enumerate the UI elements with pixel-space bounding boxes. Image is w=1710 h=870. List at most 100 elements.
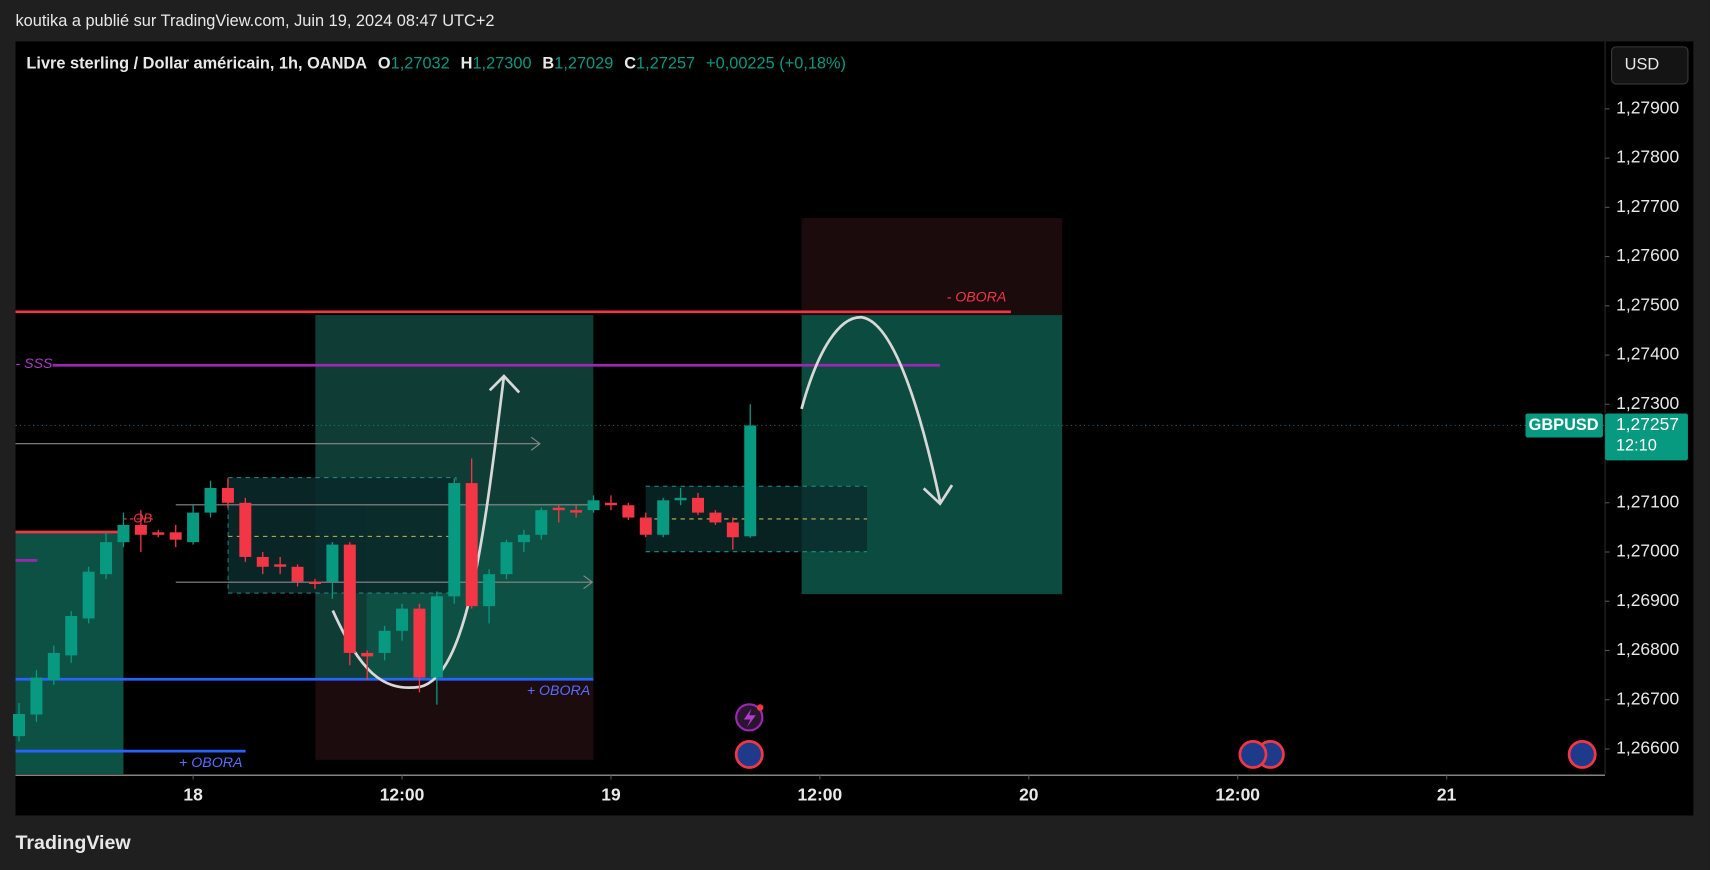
y-tick-label: 1,27100 [1616, 491, 1679, 511]
zone [227, 476, 457, 594]
currency-label[interactable]: USD [1625, 56, 1660, 74]
y-tick-label: 1,27400 [1616, 344, 1679, 364]
ohlc-value: 1,27032 [391, 55, 450, 73]
ohlc-key: B [542, 55, 554, 73]
y-tick-label: 1,27600 [1616, 245, 1679, 265]
zone [645, 486, 867, 552]
price-tag-label: 1,27257 [1616, 414, 1679, 434]
candle-body [47, 652, 60, 681]
symbol-tag-label: GBPUSD [1529, 416, 1599, 434]
candle-body [256, 556, 269, 567]
candle-body [343, 544, 356, 653]
candle-body [274, 564, 287, 567]
candle-body [483, 574, 496, 607]
candle-body [100, 542, 113, 575]
candle-body [622, 505, 635, 518]
ohlc-value: 1,27300 [472, 55, 531, 73]
candle-body [430, 596, 443, 678]
currency-button[interactable] [1611, 46, 1689, 85]
candle-body [570, 510, 583, 513]
candle-body [517, 534, 530, 543]
candle-body [221, 487, 234, 503]
symbol: Livre sterling / Dollar américain, 1h, O… [26, 55, 367, 73]
candle-body [587, 500, 600, 511]
zone [315, 678, 594, 760]
candle-body [465, 483, 478, 607]
candle-body [239, 502, 252, 557]
event-icon[interactable] [1238, 739, 1268, 769]
annotation: + OBORA [527, 683, 590, 699]
candle-body [604, 502, 617, 506]
event-dot [756, 704, 764, 711]
candle-body [204, 487, 217, 513]
event-icon-glyph [743, 708, 756, 728]
candle-body [396, 608, 409, 631]
ohlc-value: 1,27029 [554, 55, 613, 73]
y-tick-label: 1,27700 [1616, 196, 1679, 216]
candle-body [326, 544, 339, 582]
candle-body [169, 532, 182, 540]
candle-body [657, 500, 670, 535]
annotation: OB [133, 510, 152, 525]
x-tick-label: 12:00 [798, 784, 843, 804]
candle-body [134, 524, 147, 535]
annotation: - OBORA [947, 289, 1007, 305]
zone [801, 315, 1063, 595]
arrow-head [530, 436, 541, 451]
event-icons [734, 703, 1597, 769]
arrow-head [488, 374, 521, 394]
y-tick-label: 1,26700 [1616, 688, 1679, 708]
candle-body [187, 512, 200, 543]
x-tick-label: 18 [183, 784, 203, 804]
candle-body [726, 522, 739, 538]
candle-body [448, 483, 461, 597]
event-icon[interactable] [734, 739, 764, 769]
candle-body [65, 616, 78, 656]
y-tick-label: 1,27800 [1616, 147, 1679, 167]
candle-body [308, 581, 321, 585]
candle-body [552, 507, 565, 511]
annotation: + OBORA [179, 755, 242, 771]
candle-body [674, 497, 687, 501]
candle-body [291, 566, 304, 582]
ohlc-key: C [624, 55, 636, 73]
y-tick-label: 1,27000 [1616, 541, 1679, 561]
candle-body [413, 608, 426, 678]
candle-body [535, 510, 548, 535]
annotation: - SSS [16, 356, 54, 372]
candle-body [82, 571, 95, 619]
candle-body [13, 713, 26, 737]
event-icon[interactable] [1567, 739, 1597, 769]
legend: Livre sterling / Dollar américain, 1h, O… [26, 55, 846, 73]
candle-body [500, 542, 513, 575]
arrow-head [922, 484, 954, 506]
zone [801, 218, 1063, 316]
x-tick-label: 21 [1437, 784, 1457, 804]
y-tick-label: 1,27300 [1616, 393, 1679, 413]
candle-body [117, 524, 130, 543]
x-tick-label: 12:00 [1215, 784, 1260, 804]
footer-brand: TradingView [16, 832, 132, 854]
candle-body [30, 677, 43, 715]
y-tick-label: 1,27900 [1616, 97, 1679, 117]
projection-curve [800, 315, 942, 502]
y-tick-label: 1,27500 [1616, 294, 1679, 314]
candle-body [744, 425, 757, 537]
countdown: 12:10 [1616, 436, 1657, 454]
y-tick-label: 1,26800 [1616, 639, 1679, 659]
drawings: OB + OBORA + OBORA - OBORA - SSS [15, 218, 1063, 775]
x-tick-label: 19 [601, 784, 621, 804]
y-tick-label: 1,26900 [1616, 590, 1679, 610]
candle-body [709, 512, 722, 523]
symbol-tag [1525, 413, 1603, 438]
price-tag [1605, 413, 1688, 461]
change: +0,00225 (+0,18%) [706, 55, 846, 73]
ohlc-key: H [461, 55, 473, 73]
x-tick-label: 12:00 [380, 784, 425, 804]
ohlc-key: O [378, 55, 391, 73]
candle-body [378, 630, 391, 653]
candle-body [639, 517, 652, 535]
candle-body [692, 497, 705, 513]
